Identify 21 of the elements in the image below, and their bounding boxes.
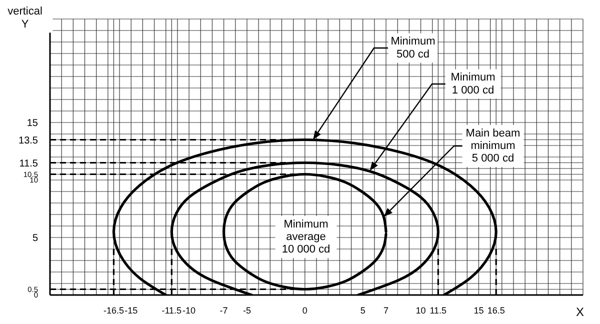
- x-tick-label: -7: [220, 305, 228, 316]
- x-tick-label: 15: [474, 305, 484, 316]
- x-tick-label: 16.5: [487, 305, 505, 316]
- x-tick-label: -5: [242, 305, 251, 316]
- x-tick-label: -15: [124, 305, 138, 316]
- x-tick-label: -11.5: [162, 305, 182, 316]
- x-tick-label: 5: [360, 305, 366, 316]
- x-axis-title: X: [576, 305, 584, 319]
- y-tick-label: 13.5: [18, 135, 38, 146]
- x-tick-label: -16.5: [103, 305, 124, 316]
- x-tick-label: 10: [416, 305, 426, 316]
- annotation: Minimum average 10 000 cd: [282, 218, 330, 256]
- y-axis-title: vertical Y: [8, 6, 42, 30]
- annotation: Minimum 1 000 cd: [450, 72, 496, 96]
- x-tick-label: 0: [302, 305, 308, 316]
- x-tick-label: 11.5: [430, 305, 447, 316]
- y-tick-label: 11.5: [19, 158, 38, 170]
- y-tick-label: 5: [32, 233, 38, 244]
- x-tick-label: 7: [384, 305, 389, 316]
- x-tick-label: -10: [182, 305, 196, 316]
- y-tick-label: 15: [26, 118, 38, 129]
